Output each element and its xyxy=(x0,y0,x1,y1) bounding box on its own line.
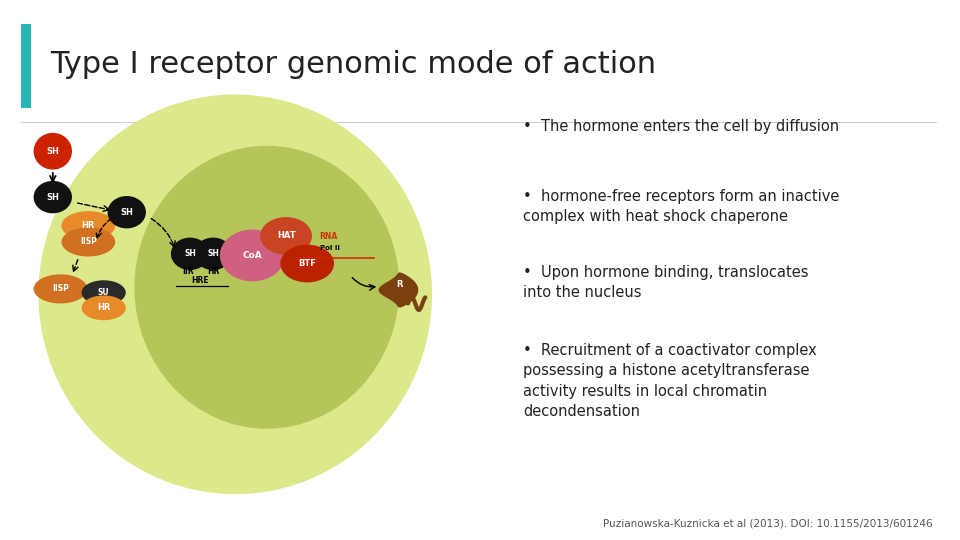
Text: Puzianowska-Kuznicka et al (2013). DOI: 10.1155/2013/601246: Puzianowska-Kuznicka et al (2013). DOI: … xyxy=(604,518,933,528)
Ellipse shape xyxy=(61,227,115,256)
Ellipse shape xyxy=(61,211,115,240)
Text: SH: SH xyxy=(46,193,60,201)
Text: HR: HR xyxy=(97,303,110,312)
Ellipse shape xyxy=(34,133,72,170)
Ellipse shape xyxy=(134,146,399,429)
Ellipse shape xyxy=(260,217,312,255)
Text: SH: SH xyxy=(46,147,60,156)
Text: IISP: IISP xyxy=(80,238,97,246)
Text: SH: SH xyxy=(120,208,133,217)
Text: RNA: RNA xyxy=(319,232,338,241)
Text: •  The hormone enters the cell by diffusion: • The hormone enters the cell by diffusi… xyxy=(523,119,839,134)
Polygon shape xyxy=(379,273,418,307)
Text: •  hormone-free receptors form an inactive
complex with heat shock chaperone: • hormone-free receptors form an inactiv… xyxy=(523,189,840,225)
Text: SU: SU xyxy=(98,288,109,297)
Text: Pol II: Pol II xyxy=(321,245,340,252)
Text: IISP: IISP xyxy=(52,285,69,293)
Text: HR: HR xyxy=(82,221,95,230)
FancyBboxPatch shape xyxy=(21,24,31,108)
Text: R: R xyxy=(396,280,402,289)
Text: BTF: BTF xyxy=(299,259,316,268)
Ellipse shape xyxy=(171,238,209,270)
Text: SH: SH xyxy=(207,249,219,258)
Ellipse shape xyxy=(82,295,126,320)
Text: HRE: HRE xyxy=(191,276,208,285)
Text: HR: HR xyxy=(207,267,219,275)
Ellipse shape xyxy=(82,280,126,305)
Ellipse shape xyxy=(220,230,285,281)
Ellipse shape xyxy=(280,245,334,282)
Ellipse shape xyxy=(34,274,87,303)
Ellipse shape xyxy=(108,196,146,228)
Ellipse shape xyxy=(34,181,72,213)
Text: Type I receptor genomic mode of action: Type I receptor genomic mode of action xyxy=(50,50,656,79)
Text: SH: SH xyxy=(184,249,196,258)
Text: HAT: HAT xyxy=(276,232,296,240)
Text: IIR: IIR xyxy=(182,267,194,275)
Ellipse shape xyxy=(38,94,432,494)
Ellipse shape xyxy=(194,238,232,270)
Text: •  Recruitment of a coactivator complex
possessing a histone acetyltransferase
a: • Recruitment of a coactivator complex p… xyxy=(523,343,817,419)
Text: CoA: CoA xyxy=(243,251,262,260)
Text: •  Upon hormone binding, translocates
into the nucleus: • Upon hormone binding, translocates int… xyxy=(523,265,808,300)
